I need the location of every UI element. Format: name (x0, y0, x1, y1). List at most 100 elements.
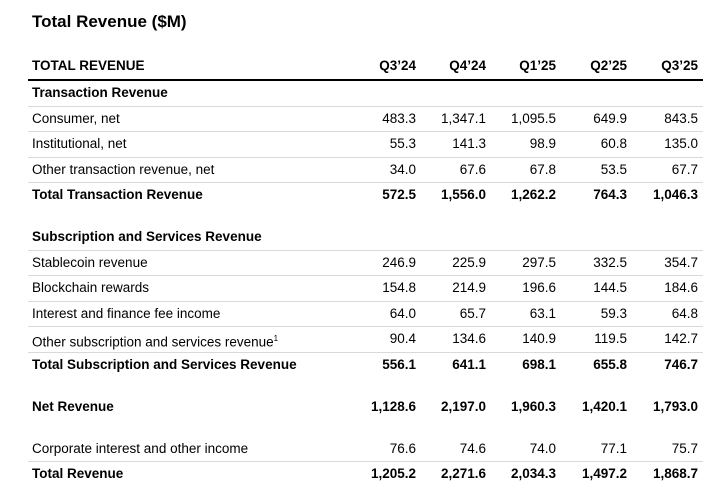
footnote-marker: 1 (273, 334, 279, 343)
row-label: Interest and finance fee income (32, 306, 220, 322)
row-divider (28, 131, 703, 132)
row-label-text: Consumer, net (32, 110, 120, 126)
row-value: 135.0 (664, 136, 698, 151)
row-value: 64.8 (671, 305, 698, 321)
total-row-value: 1,497.2 (581, 466, 627, 481)
row-value: 98.9 (529, 136, 556, 151)
row-value: 59.3 (600, 305, 627, 321)
header-rule (28, 79, 703, 81)
row-value: 55.3 (389, 136, 416, 151)
row-value: 354.7 (664, 254, 698, 270)
total-row-label: Total Subscription and Services Revenue (32, 357, 297, 373)
row-value: 843.5 (664, 110, 698, 126)
total-row-value: 2,271.6 (440, 466, 486, 481)
row-label-text: Corporate interest and other income (32, 440, 249, 456)
total-row-value: 1,205.2 (370, 466, 416, 481)
row-value: 140.9 (522, 331, 556, 346)
row-value: 332.5 (593, 254, 627, 270)
row-label: Stablecoin revenue (32, 255, 148, 271)
row-value: 63.1 (529, 305, 556, 321)
header-cell: Q3’25 (661, 58, 698, 73)
total-row-value: 2,197.0 (440, 398, 486, 414)
row-value: 649.9 (593, 110, 627, 126)
title: Total Revenue ($M) (32, 12, 187, 31)
total-row-value: 1,793.0 (652, 398, 698, 414)
row-label-text: Stablecoin revenue (32, 254, 148, 270)
row-divider (28, 105, 703, 107)
total-row-value: 1,046.3 (652, 187, 698, 202)
row-value: 214.9 (452, 280, 486, 295)
row-label: Other subscription and services revenue1 (32, 331, 278, 351)
header-cell: Q3’24 (379, 58, 416, 73)
row-value: 246.9 (382, 254, 416, 270)
row-value: 134.6 (452, 331, 486, 346)
row-value: 65.7 (459, 305, 486, 321)
row-label-text: Blockchain rewards (32, 280, 150, 295)
row-value: 154.8 (382, 280, 416, 295)
header-cell: Q4’24 (449, 58, 486, 73)
row-value: 1,095.5 (510, 110, 556, 126)
total-row-value: 1,960.3 (510, 398, 556, 414)
row-divider (28, 182, 703, 183)
row-value: 75.7 (671, 440, 698, 456)
total-row-value: 1,262.2 (510, 187, 556, 202)
row-label: Blockchain rewards (32, 280, 149, 296)
row-label-text: Other transaction revenue, net (32, 161, 215, 177)
row-value: 53.5 (600, 161, 627, 177)
row-value: 225.9 (452, 254, 486, 270)
total-row-label: Net Revenue (32, 399, 114, 415)
total-row-label: Total Transaction Revenue (32, 187, 203, 203)
row-divider (28, 461, 703, 462)
row-divider (28, 351, 703, 353)
row-value: 90.4 (389, 331, 416, 346)
row-value: 34.0 (389, 161, 416, 177)
row-value: 60.8 (600, 136, 627, 151)
row-divider (28, 326, 703, 327)
row-value: 141.3 (452, 136, 486, 151)
row-label-text: Total Revenue (32, 466, 124, 481)
row-value: 67.6 (459, 161, 486, 177)
row-divider (28, 156, 703, 158)
row-value: 1,347.1 (440, 110, 486, 126)
total-row-value: 746.7 (664, 356, 698, 372)
row-value: 74.6 (459, 440, 486, 456)
row-divider (28, 300, 703, 302)
total-row-value: 2,034.3 (510, 466, 556, 481)
row-label: Institutional, net (32, 136, 127, 152)
row-value: 67.7 (671, 161, 698, 177)
total-row-value: 572.5 (382, 187, 416, 202)
row-label-text: Institutional, net (32, 136, 127, 151)
row-value: 144.5 (593, 280, 627, 295)
total-row-value: 1,556.0 (440, 187, 486, 202)
row-label-text: Interest and finance fee income (32, 305, 221, 321)
row-label: Other transaction revenue, net (32, 162, 214, 178)
row-value: 196.6 (522, 280, 556, 295)
total-row-value: 641.1 (452, 356, 486, 372)
row-label: Consumer, net (32, 111, 120, 127)
row-value: 77.1 (600, 440, 627, 456)
row-value: 142.7 (664, 331, 698, 346)
total-row-value: 1,128.6 (370, 398, 416, 414)
total-row-value: 698.1 (522, 356, 556, 372)
row-label-text: Total Subscription and Services Revenue (32, 356, 297, 372)
row-value: 76.6 (389, 440, 416, 456)
total-row-value: 1,868.7 (652, 466, 698, 481)
row-value: 119.5 (594, 331, 627, 346)
row-value: 184.6 (664, 280, 698, 295)
row-value: 64.0 (389, 305, 416, 321)
row-value: 297.5 (522, 254, 556, 270)
row-label-text: Other subscription and services revenue (32, 334, 274, 350)
row-value: 483.3 (382, 110, 416, 126)
section-heading: Transaction Revenue (32, 85, 168, 100)
section-heading: Subscription and Services Revenue (32, 229, 262, 244)
total-row-value: 655.8 (593, 356, 627, 372)
row-value: 74.0 (529, 440, 556, 456)
row-value: 67.8 (529, 161, 556, 177)
row-divider (28, 275, 703, 276)
row-divider (28, 249, 703, 251)
row-label: Corporate interest and other income (32, 441, 248, 457)
header-label: TOTAL REVENUE (32, 58, 145, 73)
header-cell: Q1’25 (519, 58, 556, 73)
total-row-value: 1,420.1 (581, 398, 627, 414)
